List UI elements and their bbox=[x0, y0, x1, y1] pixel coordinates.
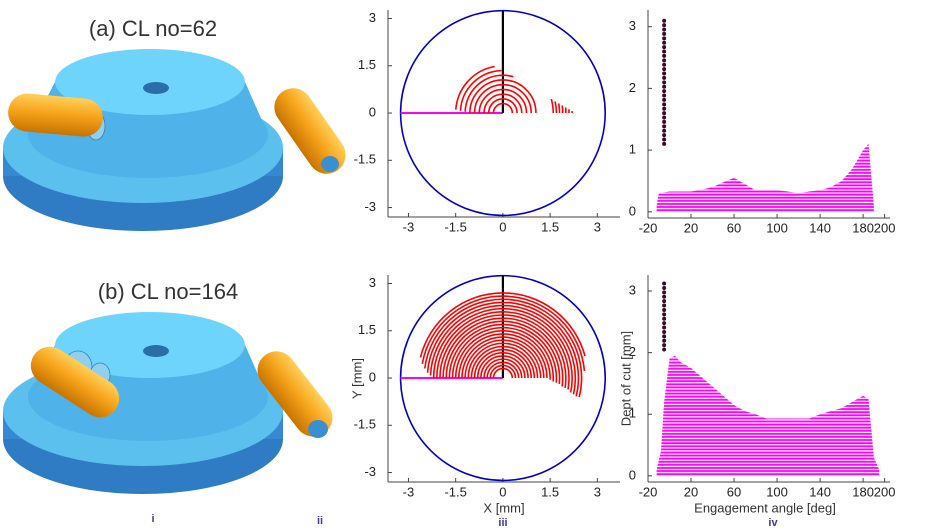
x-tick-label: -20 bbox=[639, 220, 658, 235]
x-tick-label: 1.5 bbox=[541, 484, 559, 499]
x-tick-label: -20 bbox=[639, 484, 658, 499]
subfigure-label: iv bbox=[768, 517, 778, 529]
y-tick-label: 0 bbox=[369, 104, 376, 119]
x-tick-label: 100 bbox=[766, 484, 788, 499]
x-tick-label: 180 bbox=[852, 220, 874, 235]
subfigure-label: ii bbox=[317, 515, 323, 527]
y-tick-label: 3 bbox=[629, 282, 636, 297]
x-tick-label: 140 bbox=[809, 484, 831, 499]
engagement-arc bbox=[551, 99, 553, 113]
x-tick-label: 180 bbox=[852, 484, 874, 499]
y-tick-label: 1.5 bbox=[358, 57, 376, 72]
y-tick-label: 3 bbox=[369, 10, 376, 25]
y-tick-label: 3 bbox=[629, 18, 636, 33]
render-a bbox=[3, 49, 353, 231]
y-tick-label: 0 bbox=[629, 203, 636, 218]
subfigure-label: iii bbox=[498, 517, 507, 529]
render-b bbox=[3, 312, 340, 494]
y-tick-label: 0 bbox=[629, 467, 636, 482]
panel-title: (a) CL no=62 bbox=[89, 16, 217, 41]
x-tick-label: 140 bbox=[809, 220, 831, 235]
x-tick-label: 1.5 bbox=[541, 219, 559, 234]
depth-profile bbox=[657, 356, 880, 476]
x-tick-label: -1.5 bbox=[444, 219, 466, 234]
x-tick-label: 20 bbox=[684, 220, 698, 235]
depth-profile bbox=[657, 144, 874, 212]
panel-title: (b) CL no=164 bbox=[98, 279, 238, 304]
y-tick-label: -1.5 bbox=[354, 417, 376, 432]
x-tick-label: 60 bbox=[727, 484, 741, 499]
y-tick-label: 0 bbox=[369, 369, 376, 384]
x-tick-label: 200 bbox=[874, 484, 896, 499]
y-tick-label: -1.5 bbox=[354, 152, 376, 167]
x-tick-label: 60 bbox=[727, 220, 741, 235]
subfigure-label: i bbox=[151, 513, 154, 525]
x-tick-label: 200 bbox=[874, 220, 896, 235]
x-axis-label: X [mm] bbox=[483, 500, 524, 515]
engagement-arc bbox=[555, 101, 556, 113]
y-tick-label: -3 bbox=[364, 199, 376, 214]
y-axis-label: Y [mm] bbox=[349, 358, 364, 399]
x-tick-label: -3 bbox=[403, 484, 415, 499]
x-tick-label: 3 bbox=[594, 484, 601, 499]
x-tick-label: -3 bbox=[403, 219, 415, 234]
y-tick-label: 3 bbox=[369, 275, 376, 290]
x-tick-label: 0 bbox=[499, 219, 506, 234]
x-tick-label: 20 bbox=[684, 484, 698, 499]
y-tick-label: -3 bbox=[364, 464, 376, 479]
figure: (a) CL no=62 (b) CL no=164 i ii iii iv -… bbox=[0, 0, 934, 530]
x-tick-label: 0 bbox=[499, 484, 506, 499]
y-tick-label: 2 bbox=[629, 80, 636, 95]
x-axis-label: Engagement angle [deg] bbox=[694, 500, 836, 515]
x-tick-label: -1.5 bbox=[444, 484, 466, 499]
y-axis-label: Dept of cut [mm] bbox=[618, 331, 633, 426]
x-tick-label: 100 bbox=[766, 220, 788, 235]
y-tick-label: 1.5 bbox=[358, 322, 376, 337]
engagement-arc bbox=[559, 103, 560, 113]
y-tick-label: 1 bbox=[629, 142, 636, 157]
x-tick-label: 3 bbox=[594, 219, 601, 234]
